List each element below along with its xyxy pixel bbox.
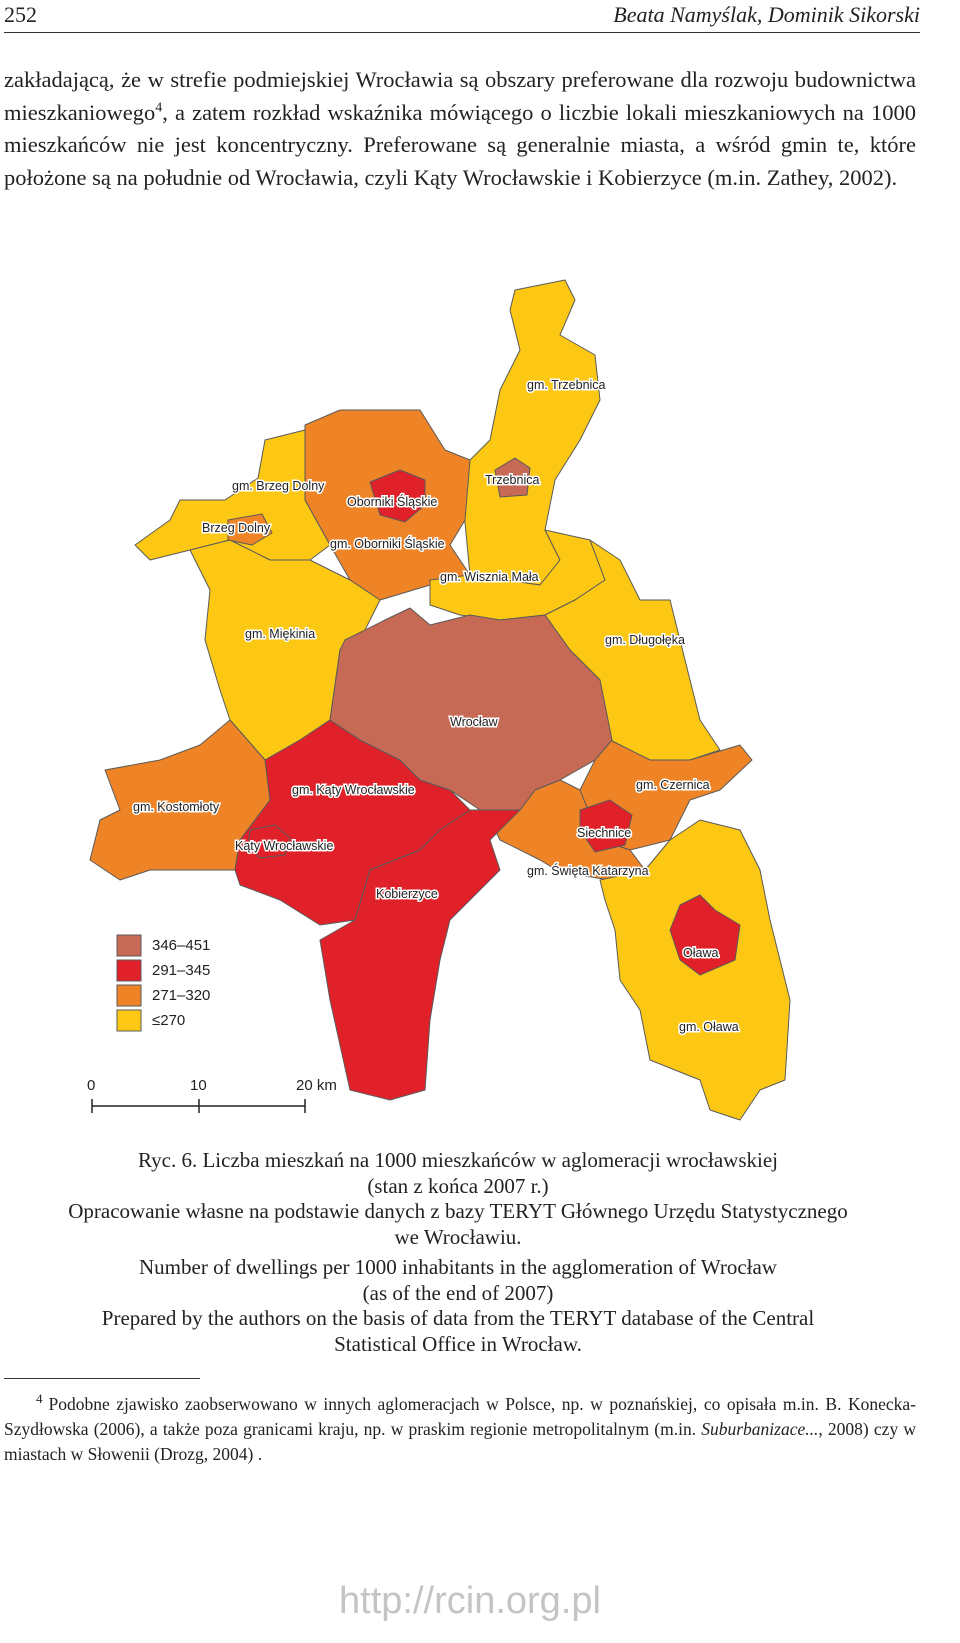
map-label: Oborniki Śląskie — [347, 494, 437, 509]
caption-pl: Ryc. 6. Liczba mieszkań na 1000 mieszkań… — [0, 1148, 916, 1250]
region — [227, 513, 273, 546]
caption-line: (stan z końca 2007 r.) — [367, 1173, 549, 1198]
scale-bar: 0 10 20 km — [87, 1077, 337, 1113]
caption-line: Opracowanie własne na podstawie danych z… — [68, 1199, 848, 1223]
text: zakładającą, że w strefie podmiejskiej W… — [4, 67, 916, 125]
map-label: gm. Kąty Wrocławskie — [292, 783, 415, 797]
map-label: Kąty Wrocławskie — [235, 839, 333, 853]
map-label: Siechnice — [577, 826, 631, 840]
text: , a zatem rozkład wskaźnika mówiącego o … — [4, 99, 916, 190]
map-label: Kobierzyce — [376, 887, 438, 901]
map-label: Trzebnica — [485, 473, 539, 487]
footnote: 4 Podobne zjawisko zaobserwowano w innych… — [4, 1392, 916, 1467]
caption-line: (as of the end of 2007) — [362, 1280, 554, 1305]
map-label: gm. Oława — [679, 1020, 739, 1034]
running-authors: Beata Namyślak, Dominik Sikorski — [613, 2, 920, 27]
text-italic: Suburbanizace... — [701, 1419, 819, 1439]
map-label: Wrocław — [450, 715, 499, 729]
region — [369, 469, 426, 523]
text: Podobne zjawisko zaobserwowano w innych … — [4, 1394, 916, 1439]
legend-label: ≤270 — [152, 1012, 185, 1029]
region — [669, 894, 741, 976]
region — [329, 607, 613, 811]
caption-line: we Wrocławiu. — [394, 1224, 522, 1249]
scale-label: 0 — [87, 1077, 95, 1094]
map-label: Brzeg Dolny — [202, 521, 271, 535]
map-label: gm. Kostomłoty — [133, 800, 220, 814]
caption-line: Number of dwellings per 1000 inhabitants… — [139, 1255, 777, 1279]
regions — [89, 279, 791, 1121]
map-label: gm. Oborniki Śląskie — [330, 536, 445, 551]
legend-swatch — [116, 1009, 142, 1032]
scale-label: 10 — [190, 1077, 207, 1094]
caption-line: Ryc. 6. Liczba mieszkań na 1000 mieszkań… — [137, 1148, 779, 1172]
legend-label: 346–451 — [152, 937, 210, 954]
note-ref: 4 — [155, 100, 163, 115]
body-paragraph: zakładającą, że w strefie podmiejskiej W… — [4, 64, 916, 194]
footnote-number: 4 — [36, 1391, 43, 1407]
map-label: gm. Wisznia Mała — [440, 570, 539, 584]
map-label: gm. Święta Katarzyna — [527, 863, 649, 878]
region — [579, 799, 633, 853]
map-label: gm. Brzeg Dolny — [232, 479, 325, 493]
region — [247, 824, 291, 859]
caption-line: Statistical Office in Wrocław. — [334, 1331, 582, 1356]
page-number: 252 — [4, 2, 37, 27]
map-label: gm. Miękinia — [245, 627, 315, 641]
caption-en: Number of dwellings per 1000 inhabitants… — [0, 1255, 916, 1357]
map-label: gm. Trzebnica — [527, 378, 606, 392]
caption-line: Prepared by the authors on the basis of … — [101, 1306, 815, 1330]
text: , 2008) czy w miastach w Słowenii (Drozg… — [4, 1419, 916, 1464]
footnote-rule — [4, 1378, 200, 1379]
running-header: 252 Beata Namyślak, Dominik Sikorski — [4, 2, 920, 33]
watermark-url: http://rcin.org.pl — [339, 1580, 601, 1622]
map-label: Oława — [683, 946, 718, 960]
legend-label: 291–345 — [152, 962, 210, 979]
map: gm. Trzebnica gm. Brzeg Dolny Trzebnica … — [87, 279, 791, 1121]
region — [494, 457, 531, 498]
legend-swatch — [116, 984, 142, 1007]
legend-label: 271–320 — [152, 987, 210, 1004]
legend-swatch — [116, 959, 142, 982]
legend: 346–451 291–345 271–320 ≤270 — [116, 934, 210, 1032]
map-label: gm. Czernica — [636, 778, 710, 792]
map-labels: gm. Trzebnica gm. Brzeg Dolny Trzebnica … — [132, 377, 741, 1036]
map-label: gm. Długołęka — [605, 633, 685, 647]
legend-swatch — [116, 934, 142, 957]
scale-label: 20 km — [296, 1077, 337, 1094]
